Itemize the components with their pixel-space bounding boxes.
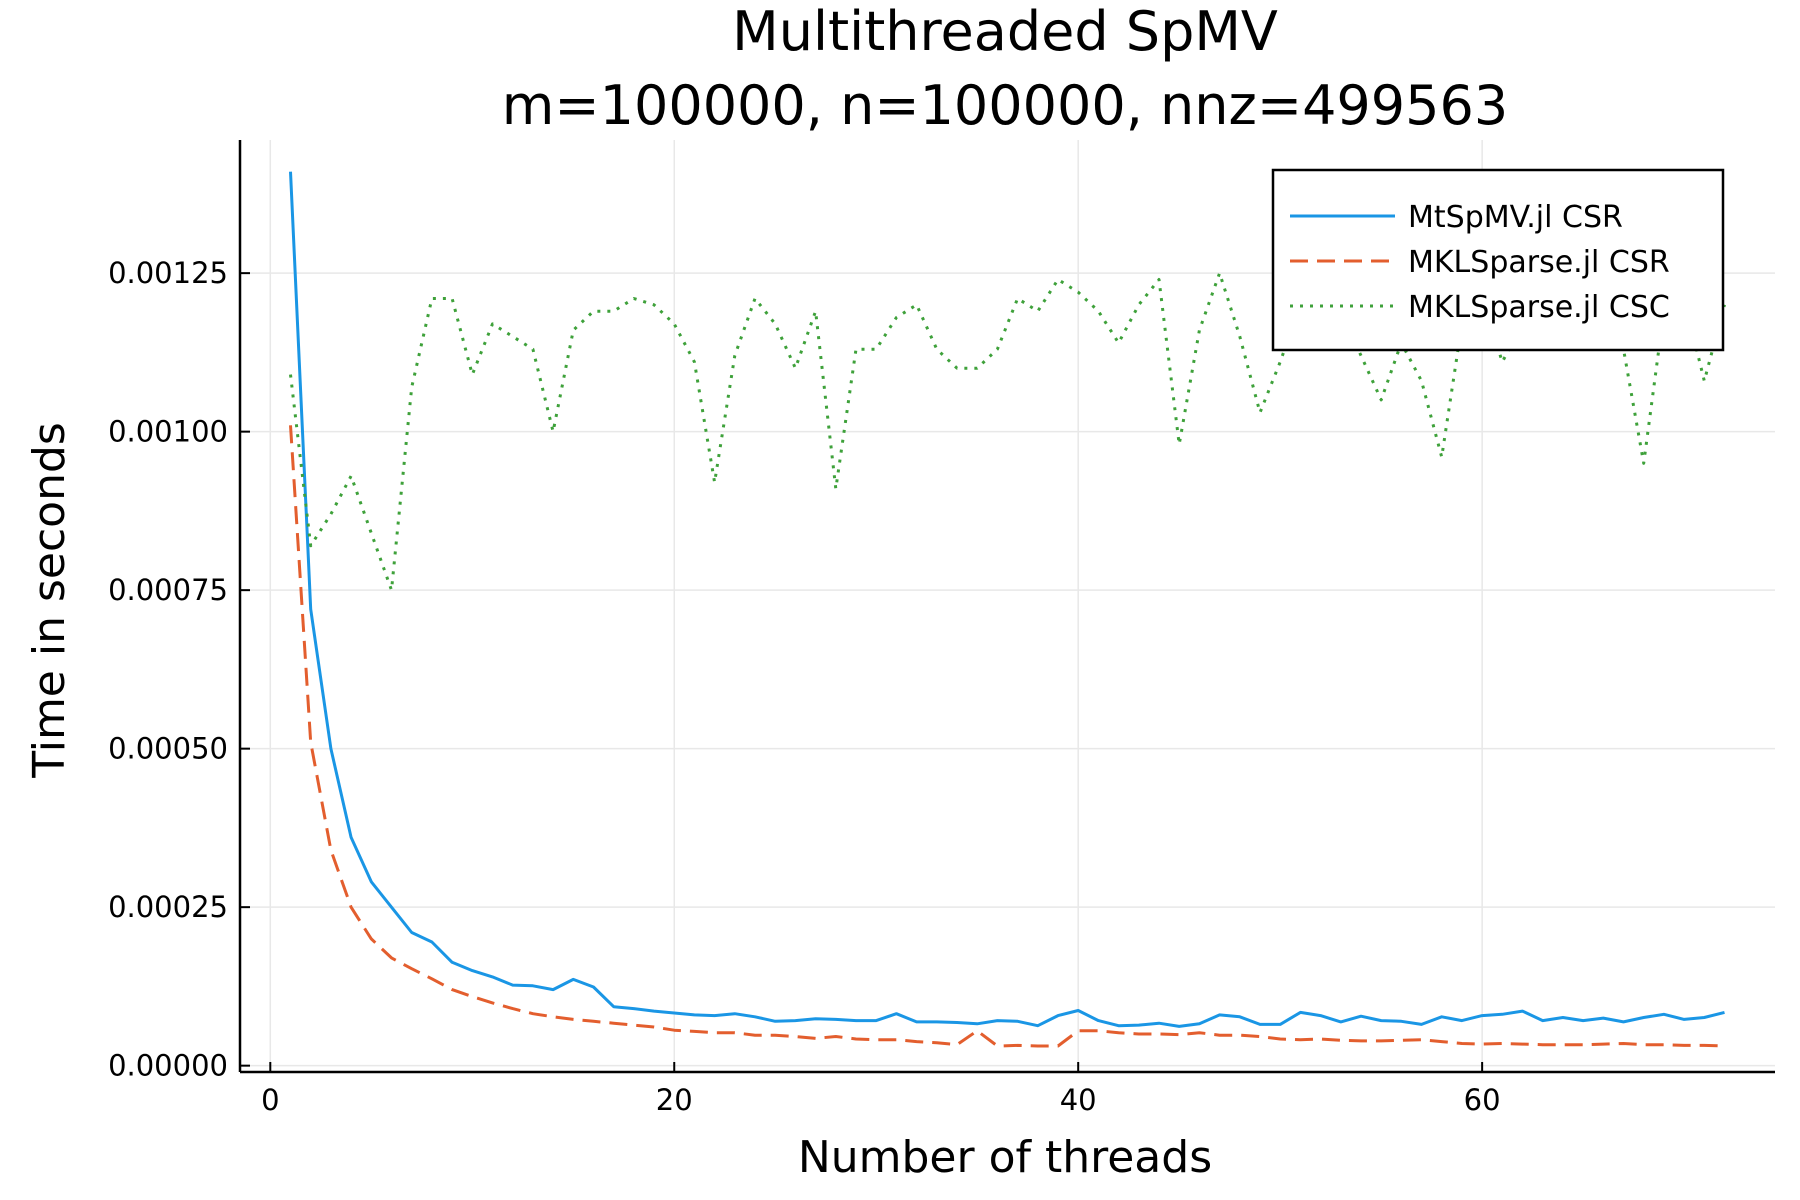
y-tick-label: 0.00100 [108, 415, 228, 449]
legend-label-1: MtSpMV.jl CSR [1408, 200, 1623, 235]
y-axis-label: Time in seconds [24, 422, 75, 779]
x-tick-label: 0 [261, 1083, 279, 1117]
legend-label-3: MKLSparse.jl CSC [1408, 290, 1670, 325]
x-tick-label: 60 [1464, 1083, 1501, 1117]
y-tick-label: 0.00050 [108, 732, 228, 766]
y-tick-label: 0.00075 [108, 573, 228, 607]
x-tick-label: 20 [656, 1083, 693, 1117]
x-tick-label: 40 [1060, 1083, 1097, 1117]
chart-title: Multithreaded SpMV [732, 0, 1278, 63]
axes [238, 140, 1775, 1074]
legend-label-2: MKLSparse.jl CSR [1408, 245, 1670, 280]
x-axis-label: Number of threads [798, 1132, 1212, 1183]
y-tick-label: 0.00000 [108, 1049, 228, 1083]
tick-labels: 0 20 40 60 0.00000 0.00025 0.00050 0.00075 0.001… [108, 256, 1501, 1117]
y-tick-label: 0.00125 [108, 256, 228, 290]
legend: MtSpMV.jl CSR MKLSparse.jl CSR MKLSparse.j… [1271, 168, 1725, 352]
series-line-1 [289, 171, 1725, 1028]
y-tick-label: 0.00025 [108, 890, 228, 924]
chart-subtitle: m=100000, n=100000, nnz=499563 [502, 74, 1508, 137]
series-line-2 [289, 425, 1725, 1048]
